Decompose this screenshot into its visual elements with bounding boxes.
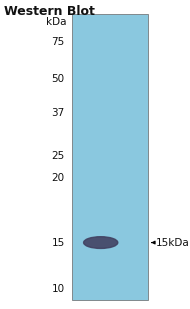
Text: 15: 15 — [51, 238, 65, 248]
Text: 15kDa: 15kDa — [156, 238, 190, 248]
Text: 50: 50 — [51, 74, 65, 84]
Bar — [72, 14, 148, 300]
Text: 25: 25 — [51, 151, 65, 161]
Ellipse shape — [84, 237, 118, 248]
Text: 75: 75 — [51, 37, 65, 47]
Text: 10: 10 — [51, 284, 65, 294]
Text: 37: 37 — [51, 108, 65, 118]
Text: kDa: kDa — [46, 17, 66, 27]
Text: Western Blot: Western Blot — [4, 5, 95, 18]
Text: 20: 20 — [51, 173, 65, 183]
